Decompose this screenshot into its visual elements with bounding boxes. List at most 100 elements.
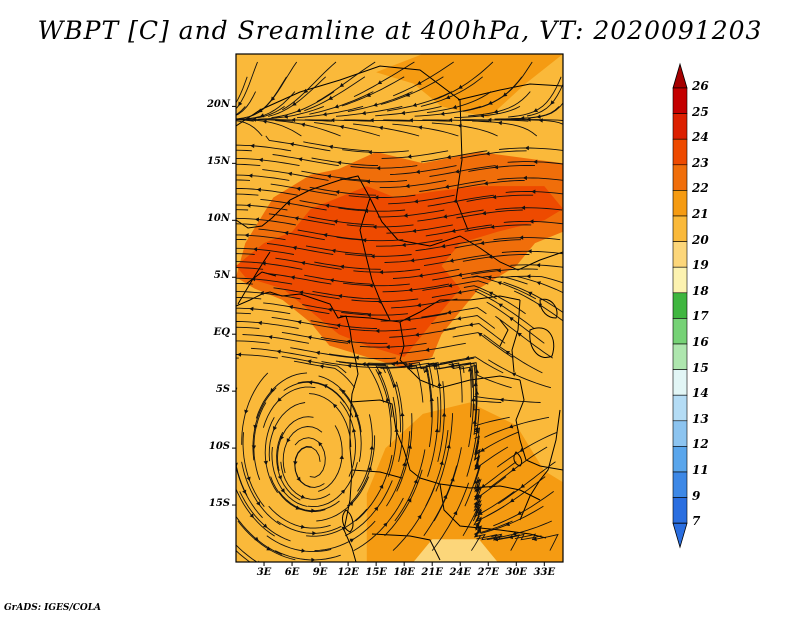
streamline-arrow [550,100,555,105]
streamline [297,381,354,418]
streamline-arrow [256,187,261,192]
streamline-arrow [415,169,420,174]
streamline [473,461,517,493]
streamline [390,165,457,175]
streamline [432,268,499,281]
streamline [433,447,462,522]
streamline-arrow [407,444,412,449]
streamline-arrow [456,316,462,321]
streamline [483,334,543,374]
x-tick-label: 3E [256,567,272,578]
streamline [434,61,494,101]
streamline-arrow [276,349,281,354]
colorbar-segment [672,318,688,345]
streamline-arrow [468,322,473,327]
x-tick-label: 12E [337,567,359,578]
streamline-arrow [366,312,371,318]
streamline-arrow [493,164,499,170]
streamline-arrow [323,233,328,238]
colorbar-bottom-arrow [672,522,688,549]
streamline-arrow [519,447,525,452]
y-tick-label: 5N [213,270,230,282]
streamline-arrow [248,173,253,178]
streamline [236,544,258,562]
streamline-arrow [496,268,501,273]
streamline [236,149,252,152]
streamline-arrow [293,461,298,466]
streamline [236,277,293,285]
streamline [381,150,449,159]
streamline-arrow [299,290,304,295]
streamline-arrow [478,510,483,515]
streamline-arrow [517,332,522,337]
streamline-arrow [289,142,294,147]
streamline-arrow [508,534,514,540]
streamline-arrow [413,199,419,204]
streamline [282,426,323,474]
y-tick-label: 15N [206,156,230,168]
streamline-arrow [288,305,294,310]
streamline [357,414,373,492]
streamline [236,488,275,537]
streamline-arrow [284,230,289,236]
streamline [276,432,301,501]
streamline-arrow [318,441,323,447]
streamline [309,186,377,196]
streamline-arrow [249,513,254,518]
streamline [456,209,523,219]
streamline-arrow [262,119,267,124]
streamline [270,183,337,196]
streamline [236,234,286,241]
streamline-arrow [407,497,412,503]
y-tick-label: 10N [206,213,230,225]
streamline-arrow [509,317,514,322]
streamline [278,491,340,512]
streamline-arrow [207,208,211,212]
streamline [236,209,249,211]
colorbar-label: 21 [692,207,709,221]
streamline-arrow [258,157,263,163]
streamline-arrow [487,275,492,280]
streamline [392,268,460,279]
streamline-arrow [307,359,312,364]
streamline-arrow [336,323,341,328]
streamline-arrow [296,186,301,192]
colorbar-segment [672,292,688,319]
streamline-arrow [331,248,336,254]
streamline [299,200,366,211]
streamline [236,193,259,196]
streamline-arrow [502,92,508,97]
streamline-arrow [354,355,359,360]
streamline-arrow [527,291,533,296]
colorbar-label: 25 [692,104,709,119]
streamline-arrow [325,203,330,208]
streamline-arrow [333,403,338,409]
streamline [236,157,300,167]
map-title: WBPT [C] and Sreamline at 400hPa, VT: 20… [37,16,763,45]
streamline-arrow [339,124,344,130]
streamline-arrow [334,104,339,109]
streamline [339,361,395,388]
streamline [403,362,432,418]
streamline-arrow [374,195,379,200]
streamline [250,347,318,359]
streamline-arrow [217,192,221,196]
streamline-arrow [226,432,230,436]
streamline [266,243,334,255]
streamline-arrow [417,80,422,85]
streamline [252,387,277,461]
streamline-arrow [440,111,445,116]
streamline-arrow [280,435,284,441]
streamline-arrow [291,117,296,123]
streamline [425,430,449,507]
streamline-arrow [457,123,462,129]
colorbar-label: 24 [692,130,709,145]
streamline [302,304,369,315]
streamline [236,321,299,329]
streamline-arrow [524,145,529,151]
streamline-arrow [337,294,343,299]
colorbar-label: 23 [692,155,709,170]
streamline-arrow [294,216,299,221]
streamline [376,239,443,247]
streamline-arrow [273,426,277,431]
